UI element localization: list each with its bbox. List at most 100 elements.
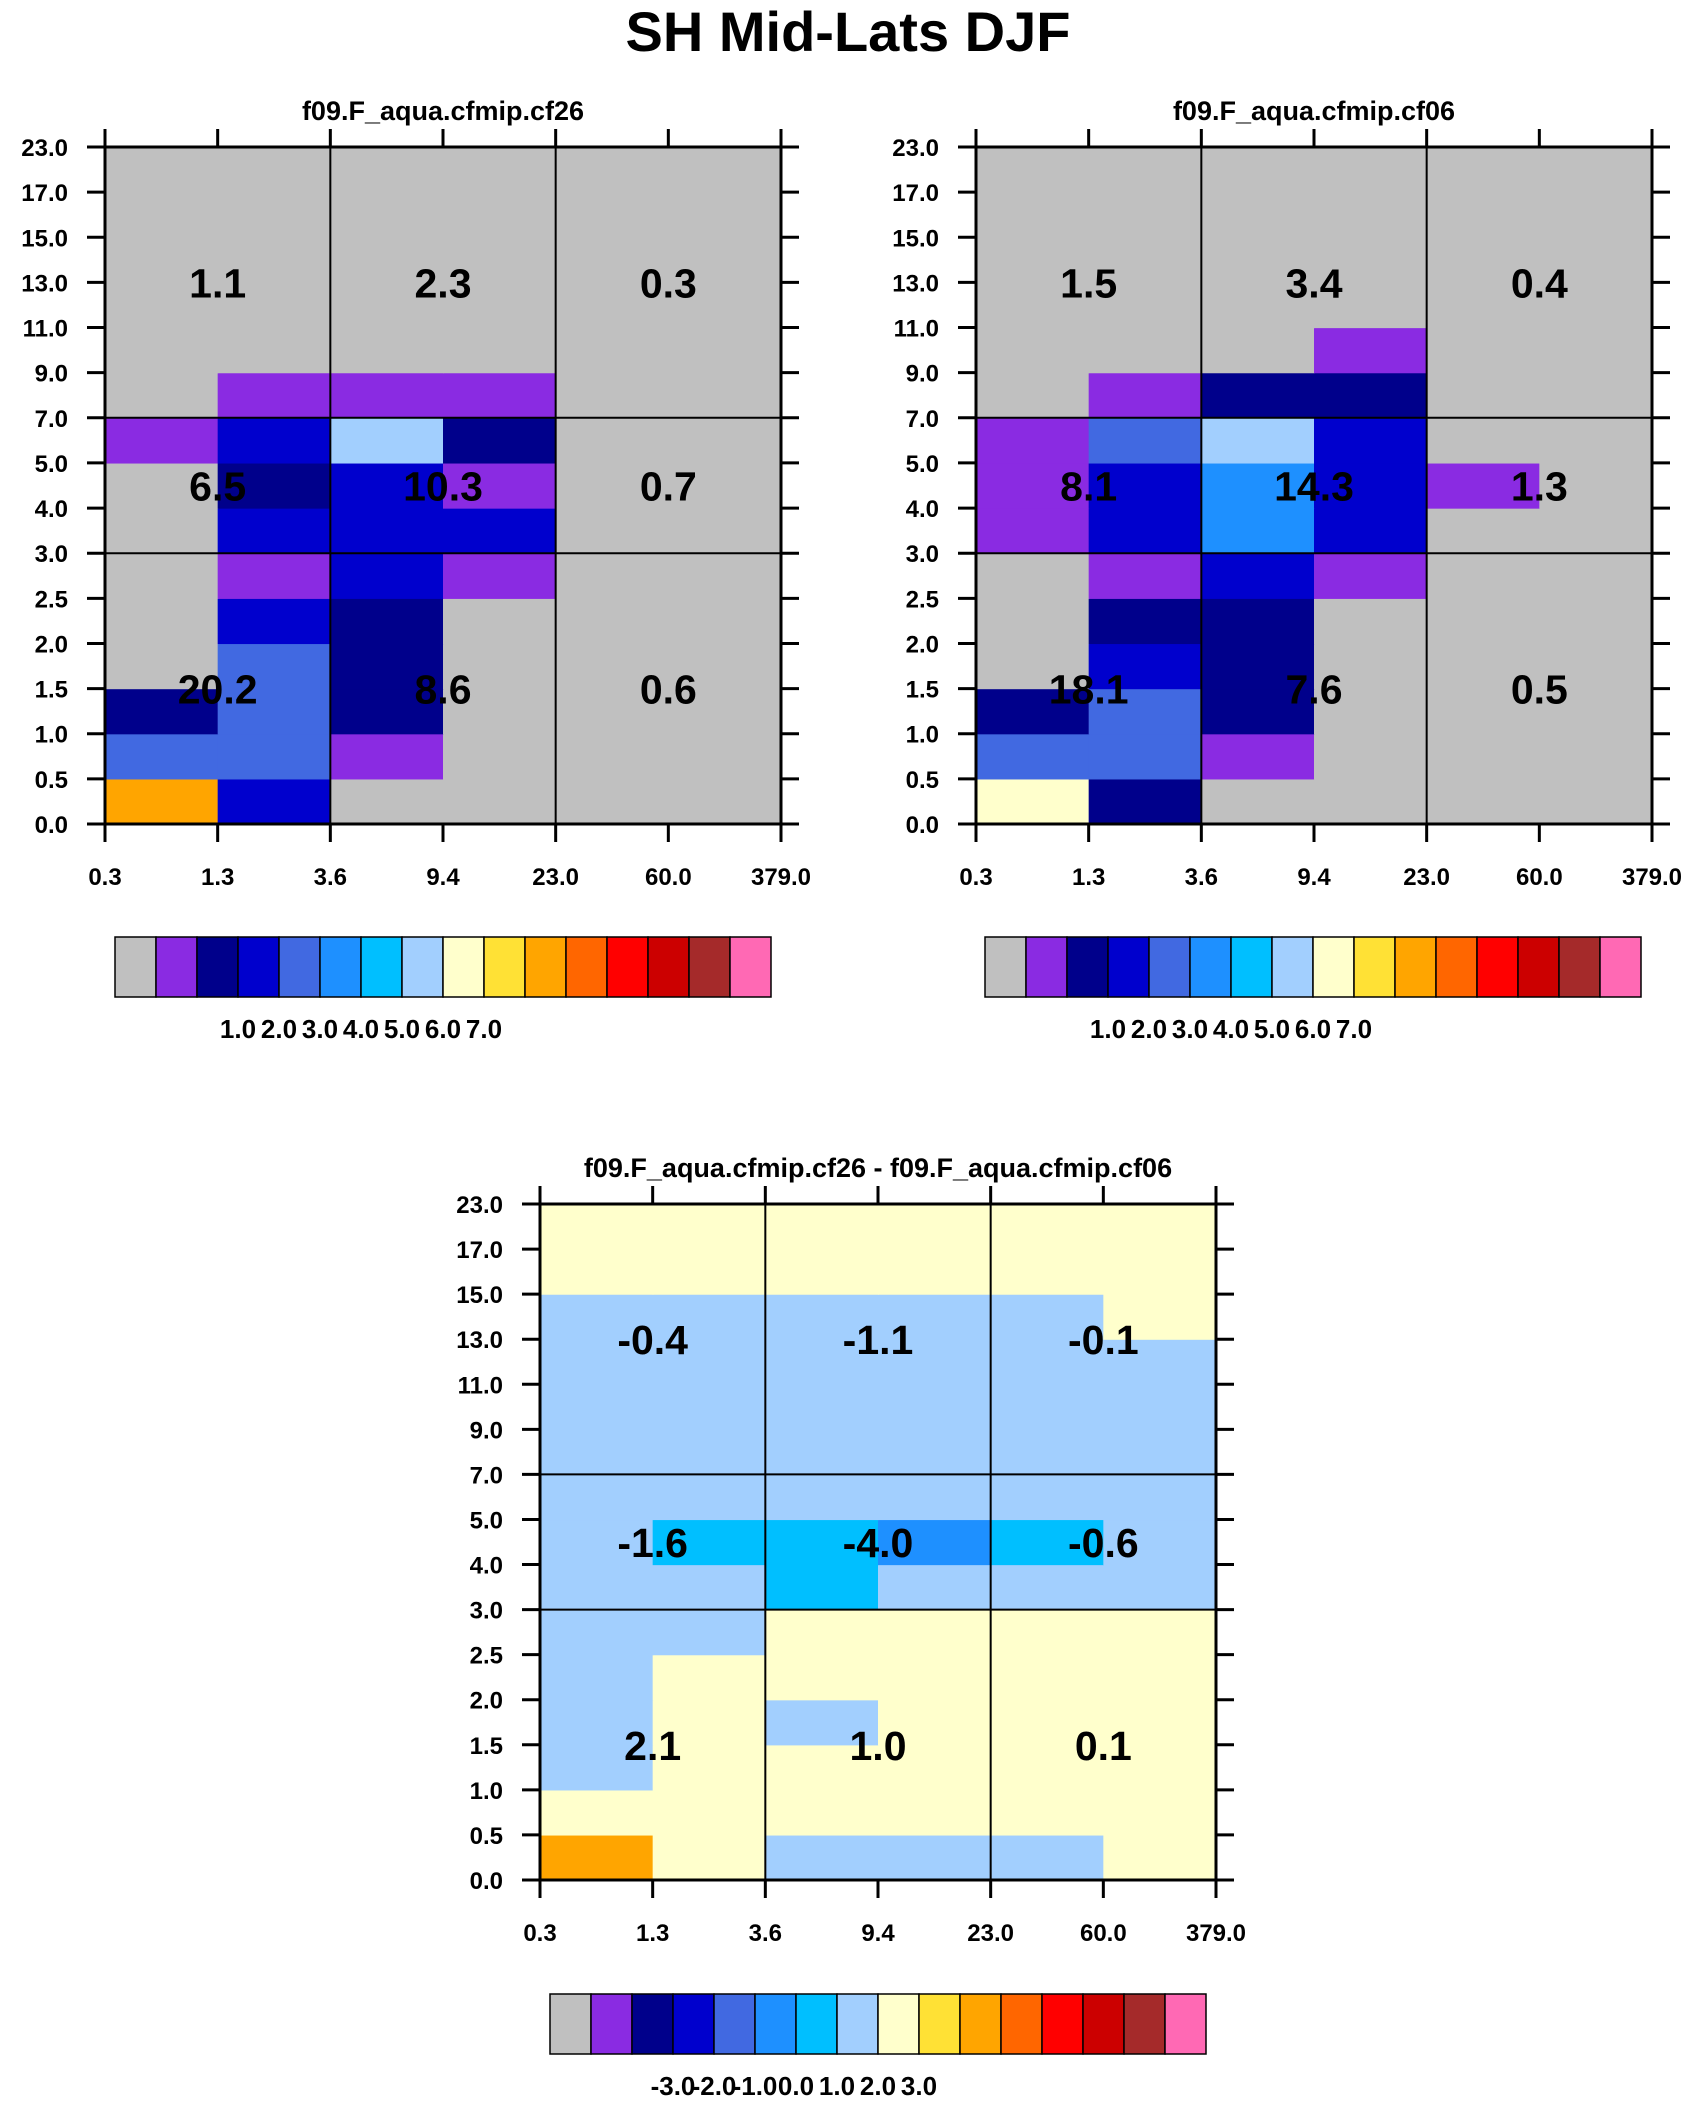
heatmap-cell <box>105 192 219 238</box>
heatmap-cell <box>540 1519 654 1566</box>
heatmap-cell <box>1314 372 1428 419</box>
heatmap-cell <box>1088 282 1202 329</box>
y-tick-label: 0.0 <box>906 812 939 839</box>
y-tick-label: 4.0 <box>35 496 68 523</box>
y-tick-label: 9.0 <box>470 1417 503 1444</box>
heatmap-cell <box>105 643 219 690</box>
x-tick-label: 9.4 <box>426 864 460 891</box>
heatmap-cell <box>1103 1474 1217 1521</box>
x-tick-label: 0.3 <box>523 1920 556 1947</box>
colorbar-swatch <box>672 1993 715 2055</box>
heatmap-cell <box>668 508 782 554</box>
x-tick-label: 23.0 <box>532 864 579 891</box>
heatmap-cell <box>1088 643 1202 690</box>
box-value-label: -0.4 <box>617 1317 688 1363</box>
colorbar-label: 4.0 <box>343 1014 379 1044</box>
heatmap-cell <box>1539 192 1653 238</box>
heatmap-cell <box>217 643 331 690</box>
heatmap-cell <box>1426 417 1540 464</box>
heatmap-cell <box>105 417 219 464</box>
box-value-label: -1.6 <box>617 1520 688 1566</box>
heatmap-cell <box>1201 733 1315 780</box>
colorbar-swatch <box>155 936 198 998</box>
y-tick-label: 7.0 <box>906 406 939 433</box>
y-tick-label: 15.0 <box>456 1282 503 1309</box>
heatmap-cell <box>652 1204 766 1250</box>
y-tick-label: 5.0 <box>470 1507 503 1534</box>
heatmap-cell <box>1201 237 1315 283</box>
colorbar: -3.0-2.0-1.0 0.0 1.0 2.0 3.0 <box>549 1993 1207 2101</box>
box-value-label: 0.7 <box>640 464 697 510</box>
heatmap-cell <box>1539 733 1653 780</box>
heatmap-cell <box>1539 508 1653 554</box>
y-tick-label: 0.5 <box>35 767 68 794</box>
colorbar-swatch <box>1123 1993 1166 2055</box>
heatmap-cell <box>555 147 669 193</box>
heatmap-cell <box>878 1294 992 1340</box>
heatmap-cell <box>878 1564 992 1611</box>
heatmap-cell <box>1314 327 1428 374</box>
heatmap-cell <box>217 192 331 238</box>
heatmap-cell <box>668 553 782 599</box>
heatmap-cell <box>555 598 669 645</box>
heatmap-cell <box>1426 282 1540 329</box>
heatmap-cell <box>330 643 444 690</box>
heatmap-cell <box>1201 553 1315 599</box>
heatmap-cell <box>443 372 557 419</box>
heatmap-cell <box>668 643 782 690</box>
y-tick-label: 7.0 <box>470 1462 503 1489</box>
heatmap-cell <box>555 733 669 780</box>
heatmap-cell <box>540 1744 654 1791</box>
heatmap-cell <box>1088 688 1202 735</box>
heatmap-cell <box>217 327 331 374</box>
colorbar-swatch <box>836 1993 879 2055</box>
colorbar-label: 7.0 <box>466 1014 502 1044</box>
heatmap-cell <box>1539 372 1653 419</box>
y-tick-label: 1.0 <box>35 722 68 749</box>
box-value-label: 0.6 <box>640 667 697 713</box>
heatmap-cell <box>540 1699 654 1746</box>
y-tick-label: 13.0 <box>456 1327 503 1354</box>
box-value-label: 2.3 <box>415 260 472 306</box>
heatmap-cell <box>976 462 1090 509</box>
heatmap-cell <box>555 778 669 825</box>
box-value-label: 8.6 <box>415 667 472 713</box>
heatmap-cell <box>217 462 331 509</box>
heatmap-cell <box>1088 508 1202 554</box>
heatmap-cell <box>652 1339 766 1385</box>
heatmap-cell <box>1539 282 1653 329</box>
heatmap-cell <box>765 1429 879 1475</box>
heatmap-cell <box>1426 147 1540 193</box>
heatmap-cell <box>652 1519 766 1566</box>
heatmap-cell <box>555 462 669 509</box>
heatmap-cell <box>1103 1429 1217 1475</box>
colorbar-swatch <box>1558 936 1601 998</box>
heatmap-cell <box>330 327 444 374</box>
colorbar-swatch <box>1082 1993 1125 2055</box>
colorbar-swatch <box>1271 936 1314 998</box>
colorbar-swatch <box>1107 936 1150 998</box>
heatmap-cell <box>540 1834 654 1881</box>
heatmap-cell <box>330 417 444 464</box>
heatmap-cell <box>990 1519 1104 1566</box>
colorbar-swatch <box>647 936 690 998</box>
heatmap-cell <box>878 1609 992 1656</box>
heatmap-cell <box>1426 372 1540 419</box>
heatmap-cell <box>105 553 219 599</box>
box-value-label: 3.4 <box>1286 260 1343 306</box>
heatmap-cell <box>1088 778 1202 825</box>
heatmap-cell <box>1539 778 1653 825</box>
heatmap-cell <box>878 1429 992 1475</box>
heatmap-cell <box>1088 417 1202 464</box>
colorbar-swatch <box>1230 936 1273 998</box>
y-tick-label: 13.0 <box>21 270 68 297</box>
heatmap-cell <box>878 1249 992 1295</box>
heatmap-cell <box>1539 147 1653 193</box>
y-tick-label: 2.5 <box>35 586 68 613</box>
heatmap-cell <box>878 1474 992 1521</box>
heatmap-cell <box>878 1654 992 1701</box>
y-tick-label: 1.0 <box>470 1778 503 1805</box>
heatmap-cell <box>976 237 1090 283</box>
heatmap-cell <box>217 282 331 329</box>
y-tick-label: 17.0 <box>21 180 68 207</box>
